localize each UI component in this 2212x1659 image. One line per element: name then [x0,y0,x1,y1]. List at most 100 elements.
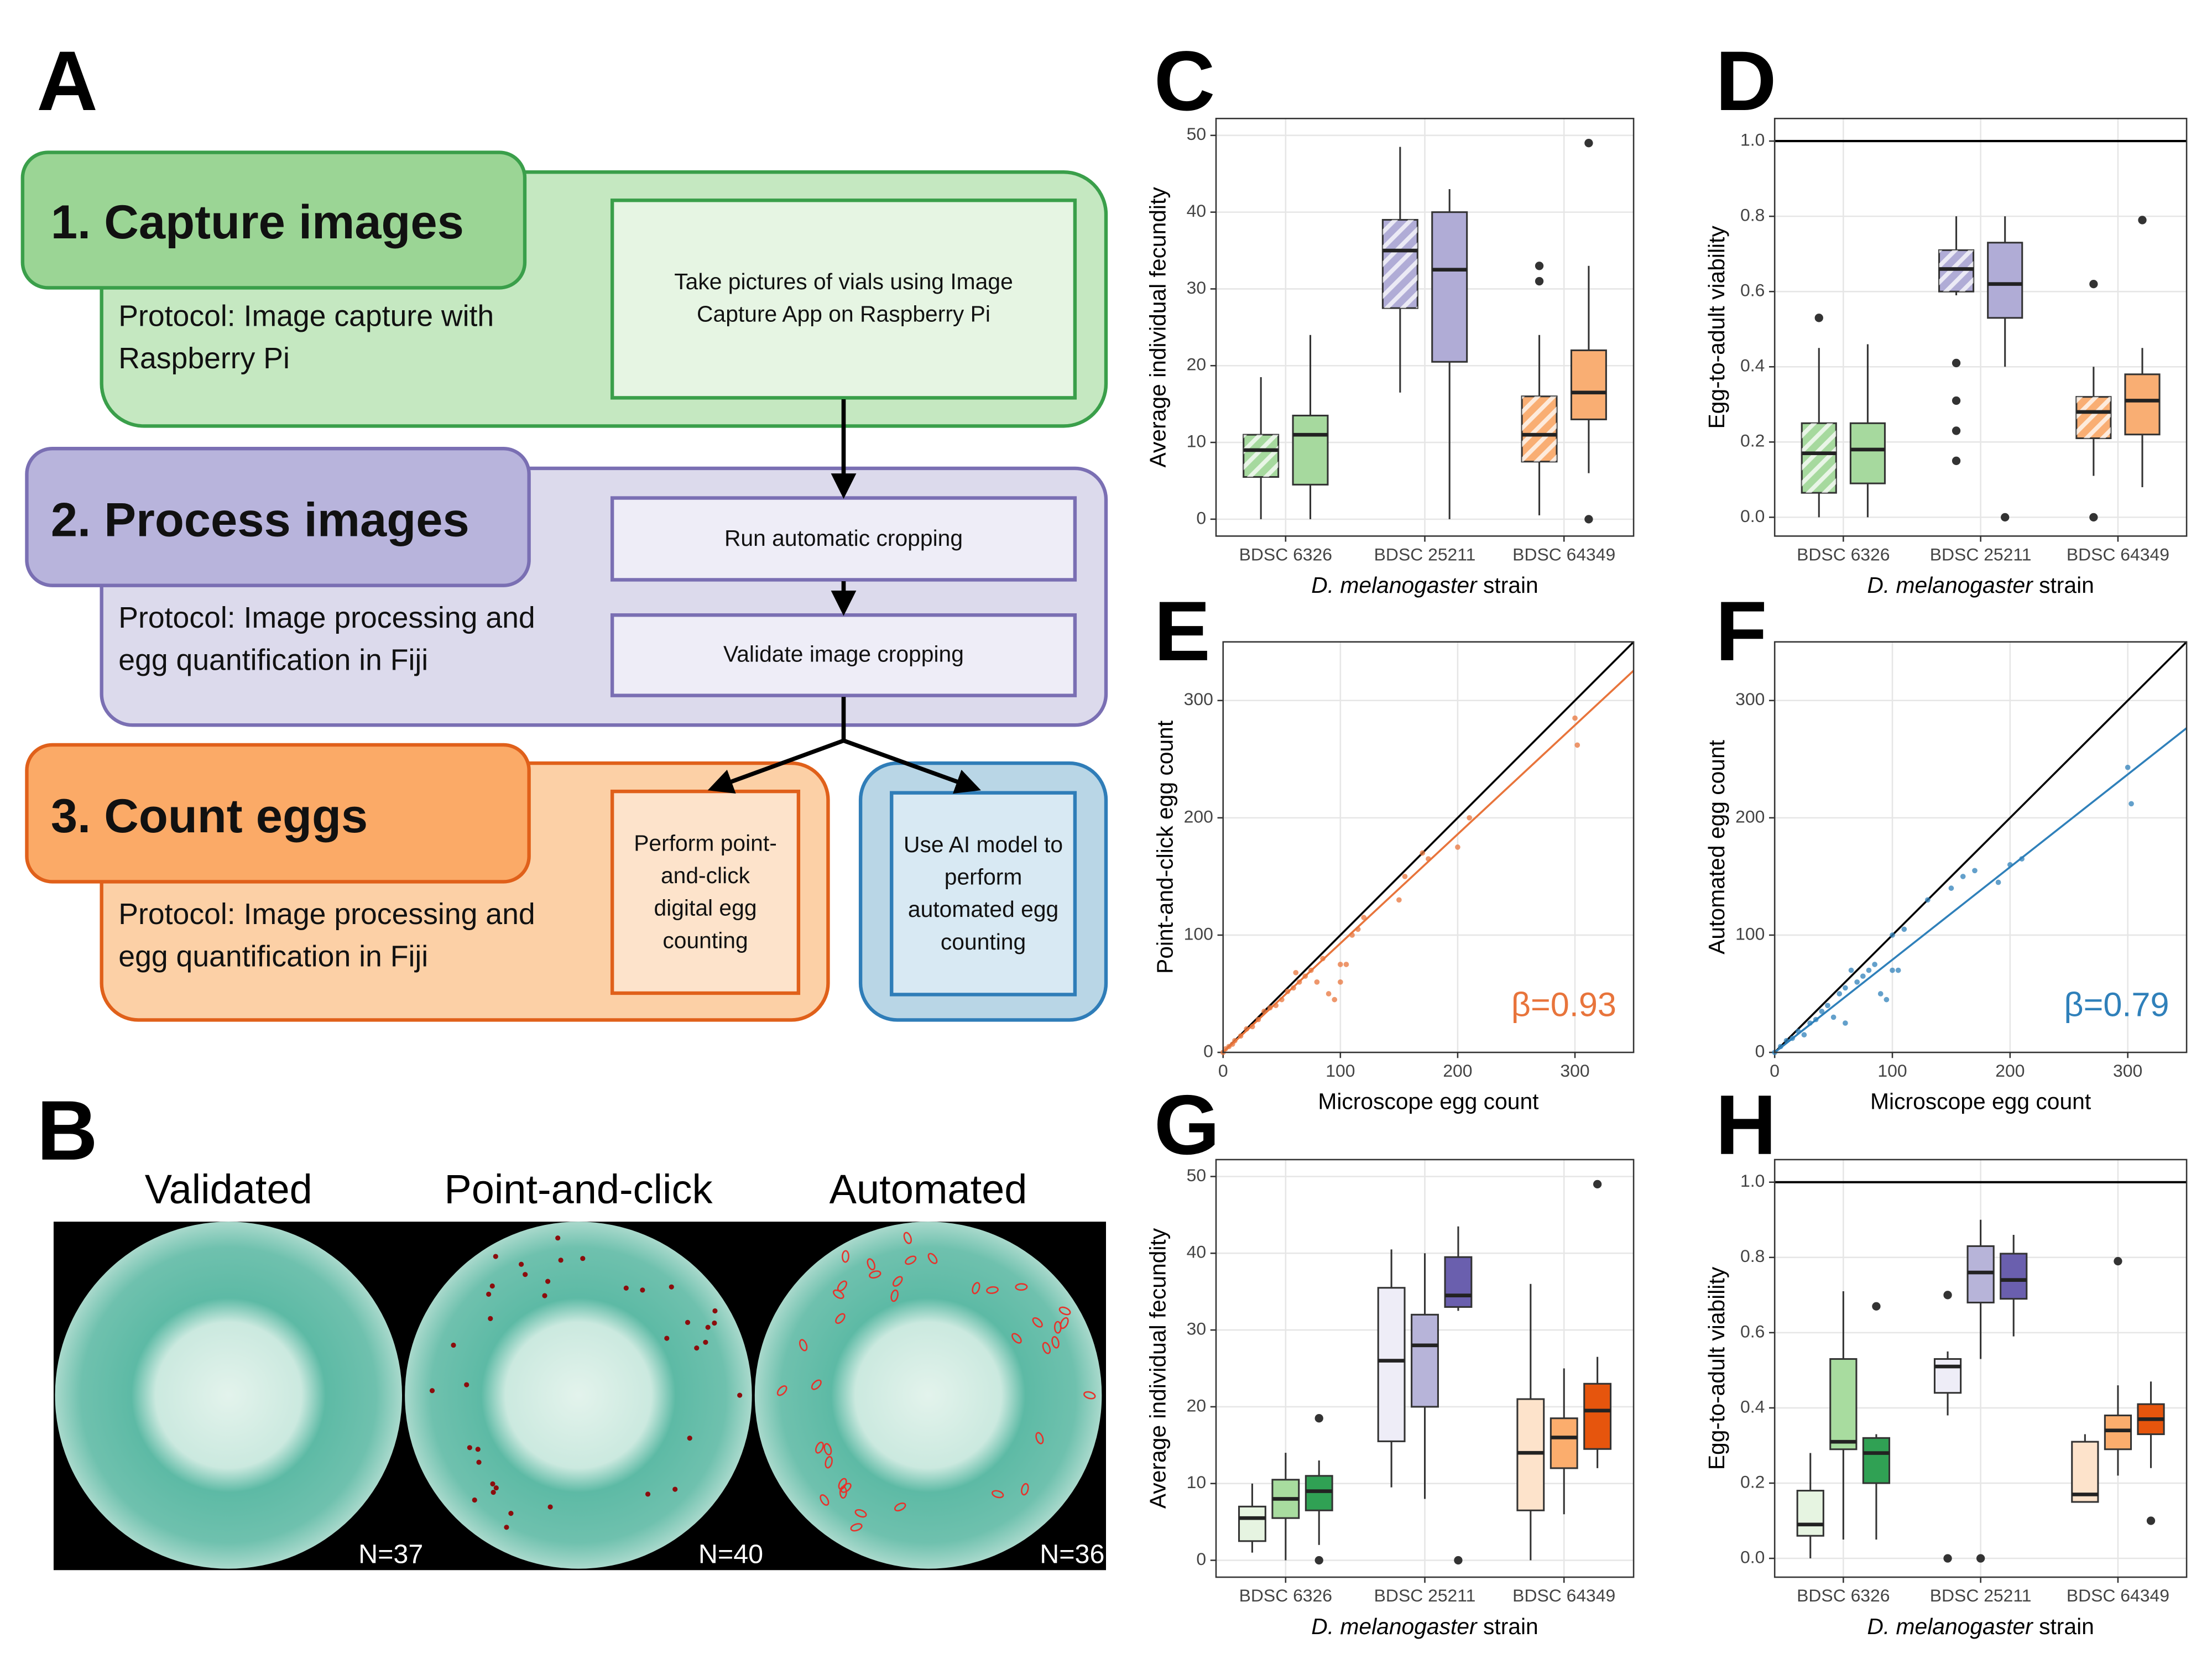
box [1987,242,2023,319]
plot-border [1773,1159,2188,1578]
egg-outline [823,1443,832,1455]
plot-border [1773,118,2188,537]
egg-marker [451,1342,456,1348]
egg-outline [869,1270,881,1279]
point [1574,742,1580,748]
x-tick-label: 300 [1560,1061,1589,1081]
box [2071,1441,2099,1503]
egg-marker [737,1392,743,1398]
box [1829,1358,1858,1451]
egg-marker [664,1335,670,1341]
point [1349,932,1355,938]
outlier [2001,513,2010,522]
y-tick-label: 200 [1184,806,1213,826]
outlier [1952,396,1961,405]
y-tick-label: 10 [1187,431,1206,451]
arrows [707,399,981,794]
step-protocol-box: Protocol: Image processing and egg quant… [118,602,535,677]
process-text-box: Run automatic cropping [724,527,963,551]
process-text-box: Take pictures of vials using Image Captu… [674,271,1013,327]
x-axis-title: D. melanogaster strain [1311,572,1538,598]
point [1337,962,1343,967]
x-tick-label: 300 [2113,1061,2142,1081]
egg-outline [835,1313,846,1324]
box [1933,1358,1962,1394]
outlier [1584,515,1593,524]
process-text-box: Perform point-and-click digital egg coun… [634,832,777,953]
egg-marker [705,1324,711,1330]
plot-border [1773,641,2188,1053]
point [1302,973,1308,979]
egg-outline [1011,1333,1022,1344]
y-tick-label: 0.8 [1740,205,1765,225]
y-tick-label: 50 [1187,124,1206,144]
point [1273,1003,1279,1009]
y-tick-label: 0 [1203,1041,1213,1061]
egg-marker [490,1481,495,1486]
y-axis-title: Egg-to-adult viability [1704,1266,1729,1470]
outlier [2114,1256,2122,1266]
egg-marker [672,1486,678,1492]
egg-outline [986,1286,999,1294]
point [1872,962,1877,967]
point [1813,1016,1819,1022]
y-axis-title: Average individual fecundity [1145,187,1171,468]
process-box [890,791,1077,997]
egg-marker [475,1447,481,1452]
outlier [2089,279,2098,289]
egg-marker [640,1287,645,1293]
identity-line [1773,641,2188,1053]
egg-marker [464,1382,469,1387]
point [1901,926,1907,932]
plot-border [1215,1159,1635,1578]
point [1837,991,1843,997]
point [1866,967,1872,973]
panel-label: B [36,1083,98,1178]
dish-image [55,1222,403,1569]
step-tab [25,743,531,884]
x-tick-label: BDSC 64349 [2067,545,2169,565]
box [1849,422,1886,484]
y-axis-title: Automated egg count [1704,739,1729,954]
point [1244,1026,1250,1032]
point [1249,1024,1255,1030]
egg-marker [685,1319,691,1325]
panel-label: C [1154,34,1215,128]
egg-marker [519,1261,524,1267]
box-hatch [1939,250,1974,292]
box [1583,1383,1612,1450]
point [1995,879,2001,885]
egg-marker [488,1316,493,1321]
dish-image [405,1222,752,1569]
point [2125,764,2131,770]
point [1402,874,1408,879]
box [2000,1253,2028,1300]
egg-outline [1035,1432,1044,1444]
x-tick-label: BDSC 6326 [1239,1585,1332,1605]
egg-outline [841,1483,852,1493]
egg-outline [1042,1342,1051,1354]
egg-marker [558,1258,564,1263]
y-tick-label: 30 [1187,1319,1206,1339]
point [1232,1038,1238,1044]
point [1877,991,1884,997]
x-tick-label: 0 [1770,1061,1780,1081]
y-tick-label: 0.4 [1740,356,1765,375]
fit-annotation: β=0.79 [2064,986,2169,1024]
point [1308,967,1314,973]
box [1305,1475,1333,1511]
point [1255,1016,1261,1022]
point [1777,1044,1783,1050]
y-tick-label: 100 [1184,924,1213,943]
egg-outline [839,1486,847,1499]
y-tick-label: 100 [1735,924,1765,943]
process-text-box: Use AI model to perform automated egg co… [904,833,1063,954]
outlier [1814,314,1823,322]
x-tick-label: BDSC 6326 [1239,545,1332,565]
x-tick-label: BDSC 64349 [1512,1585,1615,1605]
outlier [1454,1556,1463,1565]
point [1854,979,1860,985]
box [2124,373,2161,436]
y-tick-label: 0.0 [1740,506,1765,526]
